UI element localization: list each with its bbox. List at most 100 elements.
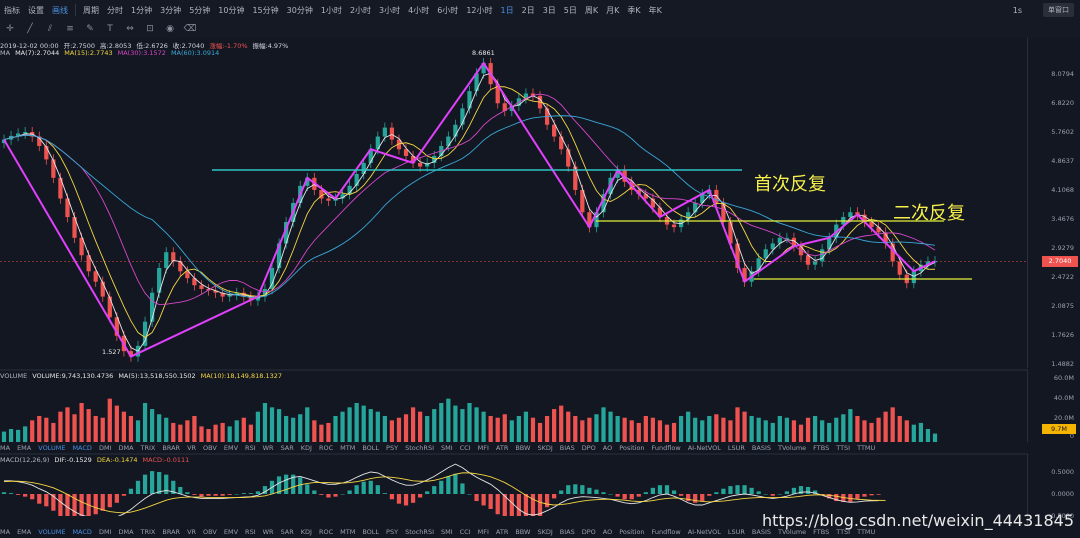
indicator-tab[interactable]: AI-NetVOL bbox=[687, 444, 721, 452]
indicator-tab[interactable]: SMI bbox=[440, 444, 453, 452]
indicator-tab[interactable]: BBW bbox=[515, 528, 531, 536]
indicator-tab[interactable]: KDJ bbox=[300, 444, 312, 452]
toolbar-item[interactable]: 12小时 bbox=[466, 5, 493, 15]
indicator-tab[interactable]: FTBS bbox=[813, 528, 830, 536]
indicator-tab[interactable]: VR bbox=[187, 444, 197, 452]
indicator-tab[interactable]: Fundflow bbox=[651, 444, 681, 452]
indicator-tab[interactable]: EMA bbox=[17, 528, 32, 536]
indicator-tab[interactable]: BIAS bbox=[559, 444, 575, 452]
indicator-tab[interactable]: TTMU bbox=[857, 528, 876, 536]
indicator-tab[interactable]: BRAR bbox=[162, 444, 181, 452]
toolbar-item[interactable]: 周期 bbox=[83, 5, 99, 15]
toolbar-item[interactable]: 10分钟 bbox=[218, 5, 245, 15]
toolbar-item[interactable]: 设置 bbox=[28, 5, 44, 15]
toolbar-item[interactable]: 3分钟 bbox=[160, 5, 182, 15]
indicator-tab[interactable]: VOLUME bbox=[38, 444, 66, 452]
indicator-tab[interactable]: BASIS bbox=[751, 444, 771, 452]
indicator-tab[interactable]: BOLL bbox=[362, 444, 380, 452]
indicator-tab[interactable]: ROC bbox=[318, 528, 334, 536]
indicator-tab[interactable]: OBV bbox=[203, 444, 217, 452]
indicator-tab[interactable]: TRIX bbox=[140, 444, 156, 452]
indicator-tab[interactable]: AO bbox=[602, 528, 613, 536]
trash-icon[interactable]: ⌫ bbox=[183, 24, 197, 34]
indicator-tab[interactable]: SKDJ bbox=[537, 444, 553, 452]
toolbar-item[interactable]: 年K bbox=[648, 5, 662, 15]
toolbar-item[interactable]: 分时 bbox=[107, 5, 123, 15]
indicator-tab[interactable]: StochRSI bbox=[405, 444, 434, 452]
toolbar-item[interactable]: 2日 bbox=[521, 5, 535, 15]
indicator-tab[interactable]: DPO bbox=[581, 444, 596, 452]
indicator-tab[interactable]: CCI bbox=[459, 528, 471, 536]
indicator-tab[interactable]: RSI bbox=[245, 444, 256, 452]
indicator-tab[interactable]: DMI bbox=[98, 528, 112, 536]
indicator-tab[interactable]: VR bbox=[187, 528, 197, 536]
indicator-tab[interactable]: TTSI bbox=[836, 444, 851, 452]
indicator-tab[interactable]: AO bbox=[602, 444, 613, 452]
toolbar-item[interactable]: 30分钟 bbox=[286, 5, 313, 15]
indicator-tab[interactable]: TVolume bbox=[778, 528, 807, 536]
indicator-tab[interactable]: MTM bbox=[340, 528, 356, 536]
indicator-tab[interactable]: MACD bbox=[72, 444, 92, 452]
indicator-tab[interactable]: SAR bbox=[280, 528, 294, 536]
indicator-tab[interactable]: MA bbox=[0, 444, 11, 452]
pen-tool-icon[interactable]: ✎ bbox=[86, 24, 94, 34]
toolbar-item[interactable]: 5日 bbox=[563, 5, 577, 15]
price-chart[interactable] bbox=[0, 38, 1028, 516]
text-tool-icon[interactable]: T bbox=[107, 24, 113, 34]
indicator-tab[interactable]: MACD bbox=[72, 528, 92, 536]
toolbar-item[interactable]: 月K bbox=[606, 5, 620, 15]
indicator-tab[interactable]: RSI bbox=[245, 528, 256, 536]
indicator-tab[interactable]: EMV bbox=[223, 444, 239, 452]
indicator-tab[interactable]: EMA bbox=[17, 444, 32, 452]
parallel-tool-icon[interactable]: ⫽ bbox=[47, 24, 52, 34]
toolbar-item[interactable]: 1分钟 bbox=[131, 5, 153, 15]
indicator-tab[interactable]: Position bbox=[619, 528, 645, 536]
indicator-tab[interactable]: TRIX bbox=[140, 528, 156, 536]
indicator-tab[interactable]: FTBS bbox=[813, 444, 830, 452]
indicator-tab[interactable]: PSY bbox=[386, 444, 399, 452]
indicator-tab[interactable]: BBW bbox=[515, 444, 531, 452]
indicator-tab[interactable]: PSY bbox=[386, 528, 399, 536]
indicator-tab[interactable]: DPO bbox=[581, 528, 596, 536]
lock-icon[interactable]: ⊡ bbox=[146, 24, 154, 34]
single-window-button[interactable]: 单窗口 bbox=[1043, 3, 1074, 17]
indicator-tab[interactable]: MFI bbox=[477, 444, 489, 452]
indicator-tab[interactable]: SMI bbox=[440, 528, 453, 536]
indicator-tab[interactable]: LSUR bbox=[727, 528, 745, 536]
indicator-tab[interactable]: BRAR bbox=[162, 528, 181, 536]
indicator-tab[interactable]: WR bbox=[262, 528, 274, 536]
indicator-tab[interactable]: SAR bbox=[280, 444, 294, 452]
indicator-tab[interactable]: BOLL bbox=[362, 528, 380, 536]
toolbar-item[interactable]: 指标 bbox=[4, 5, 20, 15]
indicator-tab[interactable]: BASIS bbox=[751, 528, 771, 536]
fib-tool-icon[interactable]: ≡ bbox=[66, 24, 74, 34]
indicator-tab[interactable]: TVolume bbox=[778, 444, 807, 452]
indicator-tab[interactable]: CCI bbox=[459, 444, 471, 452]
indicator-tab[interactable]: BIAS bbox=[559, 528, 575, 536]
indicator-tab[interactable]: SKDJ bbox=[537, 528, 553, 536]
crosshair-icon[interactable]: ✛ bbox=[6, 24, 14, 34]
toolbar-item[interactable]: 15分钟 bbox=[252, 5, 279, 15]
toolbar-item[interactable]: 4小时 bbox=[408, 5, 430, 15]
indicator-tab[interactable]: VOLUME bbox=[38, 528, 66, 536]
ruler-tool-icon[interactable]: ⇔ bbox=[126, 24, 134, 34]
indicator-tab[interactable]: Position bbox=[619, 444, 645, 452]
indicator-tab[interactable]: MA bbox=[0, 528, 11, 536]
indicator-tab[interactable]: StochRSI bbox=[405, 528, 434, 536]
toolbar-item[interactable]: 周K bbox=[584, 5, 599, 15]
toolbar-item[interactable]: 季K bbox=[627, 5, 641, 15]
indicator-tab[interactable]: EMV bbox=[223, 528, 239, 536]
indicator-tab[interactable]: ATR bbox=[495, 528, 509, 536]
indicator-tab[interactable]: DMI bbox=[98, 444, 112, 452]
eye-icon[interactable]: ◉ bbox=[166, 24, 174, 34]
indicator-tab[interactable]: TTSI bbox=[836, 528, 851, 536]
indicator-tab[interactable]: TTMU bbox=[857, 444, 876, 452]
toolbar-item[interactable]: 2小时 bbox=[349, 5, 372, 15]
indicator-tab[interactable]: OBV bbox=[203, 528, 217, 536]
toolbar-item[interactable]: 3日 bbox=[542, 5, 556, 15]
toolbar-item[interactable]: 5分钟 bbox=[189, 5, 211, 15]
indicator-tab[interactable]: LSUR bbox=[727, 444, 745, 452]
toolbar-item[interactable]: 画线 bbox=[52, 5, 68, 15]
toolbar-item[interactable]: 3小时 bbox=[379, 5, 401, 15]
indicator-tab[interactable]: MFI bbox=[477, 528, 489, 536]
